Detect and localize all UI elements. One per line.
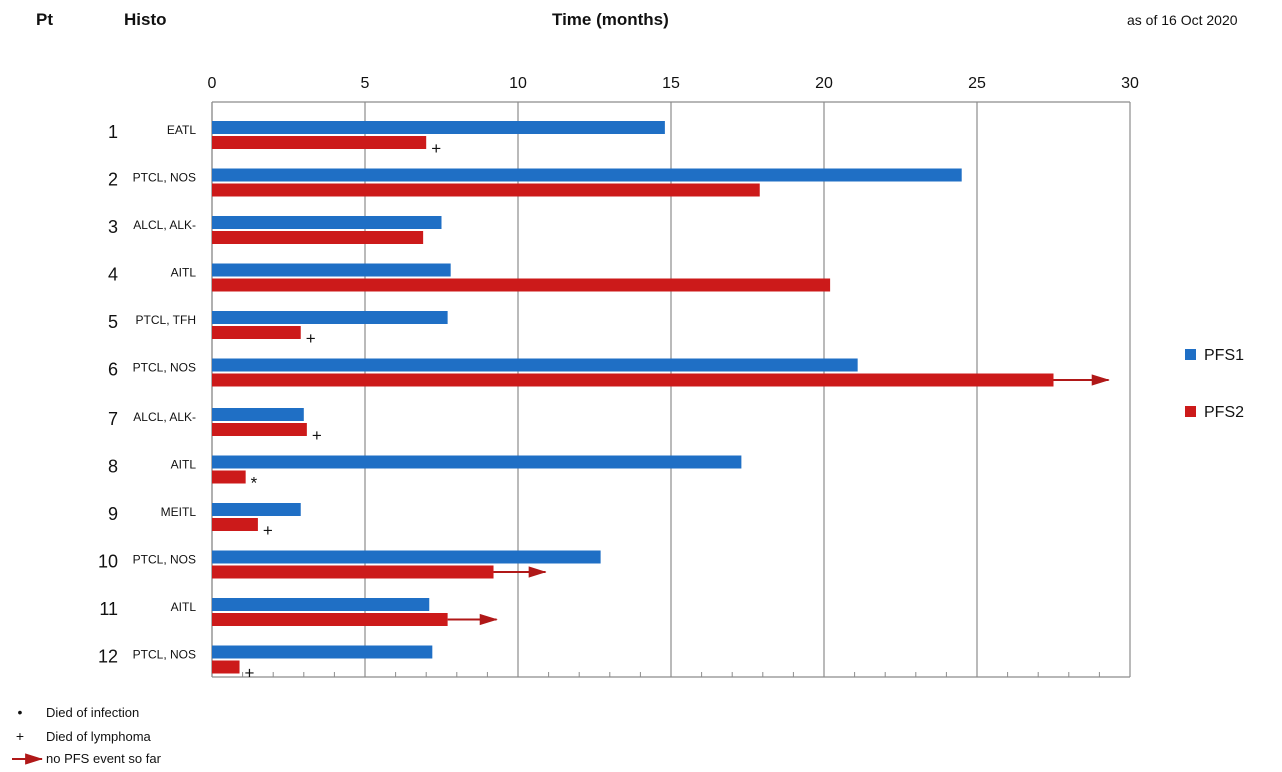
bar-pfs2 — [212, 136, 427, 149]
event-marker: + — [312, 426, 322, 445]
bar-pfs1 — [212, 168, 962, 182]
footnote-text: Died of infection — [46, 705, 139, 720]
event-marker: + — [245, 664, 255, 683]
row-histo-label: PTCL, NOS — [133, 648, 196, 662]
bar-pfs1 — [212, 263, 451, 277]
x-axis-title: Time (months) — [552, 10, 669, 29]
bar-pfs2 — [212, 565, 494, 579]
as-of-date: as of 16 Oct 2020 — [1127, 12, 1238, 28]
footnote-symbol: • — [18, 704, 23, 720]
bar-pfs1 — [212, 358, 858, 372]
bar-pfs2 — [212, 231, 424, 244]
bar-pfs2 — [212, 183, 760, 197]
footnote-symbol: + — [16, 728, 24, 744]
row-pt-label: 4 — [108, 265, 118, 285]
bar-pfs2 — [212, 423, 307, 436]
row-pt-label: 11 — [99, 599, 118, 619]
row-histo-label: AITL — [171, 600, 197, 614]
x-tick-label: 10 — [509, 75, 527, 92]
bar-pfs1 — [212, 408, 304, 421]
row-histo-label: PTCL, NOS — [133, 553, 196, 567]
row-pt-label: 12 — [98, 647, 118, 667]
event-marker: * — [251, 474, 258, 493]
footnote-text: no PFS event so far — [46, 751, 162, 766]
row-histo-label: PTCL, NOS — [133, 171, 196, 185]
row-histo-label: PTCL, TFH — [136, 313, 196, 327]
bar-pfs2 — [212, 373, 1054, 387]
row-histo-label: PTCL, NOS — [133, 361, 196, 375]
x-tick-label: 0 — [208, 75, 217, 92]
legend-label-pfs2: PFS2 — [1204, 404, 1244, 421]
bar-pfs1 — [212, 598, 430, 611]
row-histo-label: ALCL, ALK- — [133, 410, 196, 424]
row-histo-label: EATL — [167, 123, 196, 137]
row-histo-label: ALCL, ALK- — [133, 218, 196, 232]
legend-swatch-pfs1 — [1185, 349, 1196, 360]
bar-pfs1 — [212, 121, 665, 134]
row-pt-label: 8 — [108, 457, 118, 477]
legend-swatch-pfs2 — [1185, 406, 1196, 417]
bar-pfs1 — [212, 503, 301, 516]
bar-pfs1 — [212, 455, 742, 469]
bar-pfs2 — [212, 613, 448, 626]
x-tick-label: 5 — [361, 75, 370, 92]
legend-label-pfs1: PFS1 — [1204, 347, 1244, 364]
row-histo-label: AITL — [171, 266, 197, 280]
bar-pfs1 — [212, 311, 448, 324]
pt-column-header: Pt — [36, 10, 53, 29]
histo-column-header: Histo — [124, 10, 167, 29]
row-pt-label: 5 — [108, 312, 118, 332]
bar-pfs2 — [212, 518, 258, 531]
bar-pfs1 — [212, 550, 601, 564]
row-pt-label: 1 — [108, 122, 118, 142]
bar-pfs1 — [212, 216, 442, 229]
bar-pfs2 — [212, 278, 831, 292]
bar-pfs2 — [212, 326, 301, 339]
row-histo-label: MEITL — [161, 505, 197, 519]
row-pt-label: 2 — [108, 170, 118, 190]
event-marker: + — [431, 139, 441, 158]
bar-pfs2 — [212, 470, 246, 484]
event-marker: + — [263, 521, 273, 540]
x-tick-label: 20 — [815, 75, 833, 92]
bar-pfs2 — [212, 660, 240, 674]
x-tick-label: 30 — [1121, 75, 1139, 92]
x-tick-label: 15 — [662, 75, 680, 92]
row-pt-label: 10 — [98, 552, 118, 572]
row-pt-label: 9 — [108, 504, 118, 524]
row-pt-label: 7 — [108, 409, 118, 429]
event-marker: + — [306, 329, 316, 348]
bar-pfs1 — [212, 645, 433, 659]
row-pt-label: 3 — [108, 217, 118, 237]
row-pt-label: 6 — [108, 360, 118, 380]
footnote-text: Died of lymphoma — [46, 729, 152, 744]
x-tick-label: 25 — [968, 75, 986, 92]
row-histo-label: AITL — [171, 458, 197, 472]
